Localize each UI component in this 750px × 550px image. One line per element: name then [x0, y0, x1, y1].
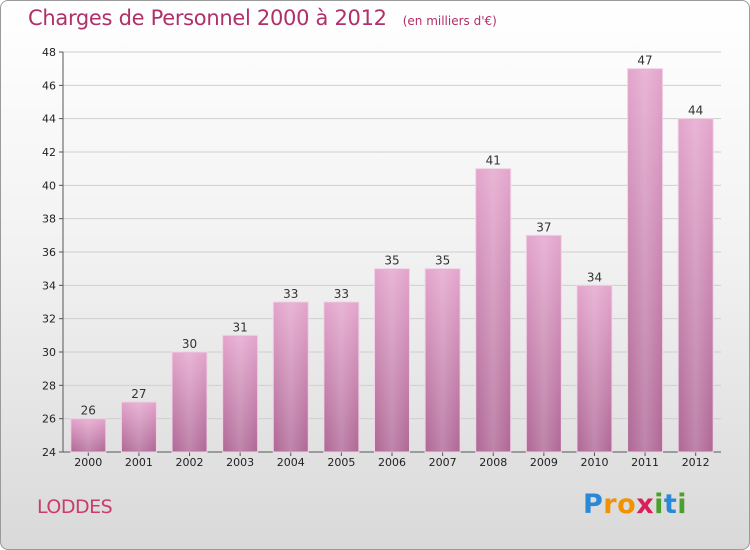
- bar-value-label: 31: [233, 320, 248, 334]
- bar-value-label: 41: [486, 154, 501, 168]
- x-tick-label: 2010: [580, 456, 608, 469]
- bar-highlight: [528, 236, 560, 451]
- y-tick-label: 40: [42, 179, 56, 192]
- bar-value-label: 35: [435, 254, 450, 268]
- y-tick-label: 32: [42, 313, 56, 326]
- bar-value-label: 30: [182, 337, 197, 351]
- x-tick-label: 2012: [682, 456, 710, 469]
- bar-highlight: [325, 303, 357, 451]
- bar-highlight: [680, 119, 712, 452]
- y-tick-label: 38: [42, 213, 56, 226]
- bar-highlight: [275, 303, 307, 451]
- x-tick-label: 2000: [74, 456, 102, 469]
- bar-value-label: 33: [283, 287, 298, 301]
- bar-value-label: 33: [334, 287, 349, 301]
- bar-highlight: [123, 403, 155, 451]
- bar-value-label: 26: [81, 404, 96, 418]
- bars: [70, 68, 714, 453]
- y-tick-label: 44: [42, 113, 56, 126]
- y-tick-label: 26: [42, 413, 56, 426]
- logo-letter: P: [583, 489, 604, 520]
- bar-highlight: [477, 169, 509, 451]
- bar-value-label: 35: [384, 254, 399, 268]
- logo-letter: x: [636, 489, 655, 520]
- logo-letter: i: [654, 489, 664, 520]
- y-tick-label: 46: [42, 79, 56, 92]
- x-tick-label: 2011: [631, 456, 659, 469]
- chart-title: Charges de Personnel 2000 à 2012 (en mill…: [28, 6, 497, 30]
- y-tick-label: 24: [42, 446, 56, 459]
- x-tick-label: 2006: [378, 456, 406, 469]
- bar-highlight: [72, 419, 104, 451]
- logo-letter: t: [663, 489, 678, 520]
- bar-value-label: 47: [637, 54, 652, 68]
- bar-value-label: 27: [131, 387, 146, 401]
- logo-letter: o: [617, 489, 637, 520]
- bar-highlight: [376, 269, 408, 451]
- x-tick-label: 2009: [530, 456, 558, 469]
- bar-highlight: [174, 353, 206, 451]
- x-tick-label: 2004: [277, 456, 305, 469]
- x-tick-label: 2001: [125, 456, 153, 469]
- x-tick-label: 2005: [327, 456, 355, 469]
- y-tick-label: 42: [42, 146, 56, 159]
- y-tick-label: 28: [42, 379, 56, 392]
- x-tick-label: 2008: [479, 456, 507, 469]
- bar-highlight: [224, 336, 256, 451]
- x-tick-label: 2002: [176, 456, 204, 469]
- bar-value-label: 37: [536, 220, 551, 234]
- y-tick-label: 30: [42, 346, 56, 359]
- y-tick-label: 36: [42, 246, 56, 259]
- labels: 24 26 28 30 32 34 36 38 40 42 44 46 48 2000 26 2001 27 20…: [42, 46, 710, 469]
- bar-value-label: 44: [688, 104, 703, 118]
- x-tick-label: 2003: [226, 456, 254, 469]
- chart-title-text: Charges de Personnel 2000 à 2012: [28, 6, 387, 30]
- y-tick-label: 34: [42, 279, 56, 292]
- bar-value-label: 34: [587, 270, 602, 284]
- bar-highlight: [629, 69, 661, 452]
- proxiti-logo[interactable]: Proxiti: [583, 489, 687, 520]
- chart-subtitle: (en milliers d'€): [402, 14, 497, 28]
- logo-letter: i: [677, 489, 688, 520]
- bar-highlight: [427, 269, 459, 451]
- city-name: LODDES: [37, 496, 113, 518]
- logo-letter: r: [603, 489, 618, 520]
- x-tick-label: 2007: [429, 456, 457, 469]
- y-tick-label: 48: [42, 46, 56, 59]
- bar-highlight: [578, 286, 610, 451]
